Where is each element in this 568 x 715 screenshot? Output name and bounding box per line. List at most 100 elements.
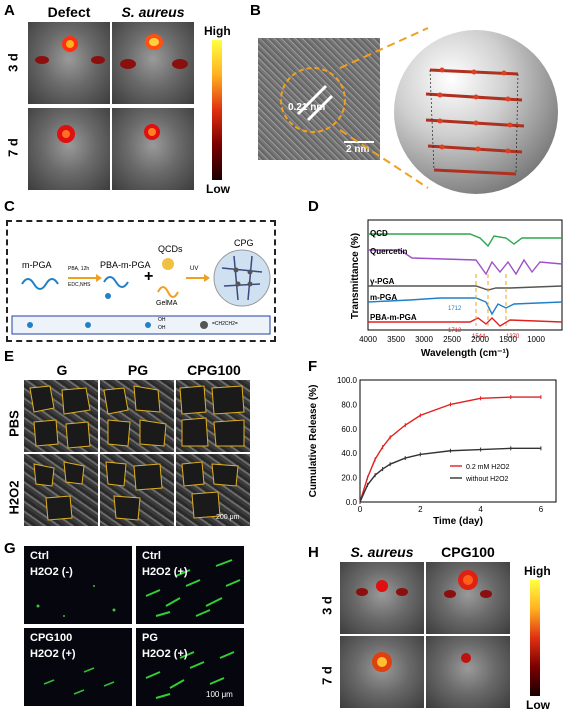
series-line-m-pga — [367, 297, 563, 316]
panel-d-annotation-1544: 1544 — [472, 334, 486, 340]
legend-label-pba-m-pga: PBA-m-PGA — [370, 313, 417, 322]
legend-label-quercetin: Quercetin — [370, 247, 407, 256]
panel-c-reaction2: EDC,NHS — [68, 282, 91, 288]
panel-label-c: C — [4, 198, 15, 215]
panel-g-tile-ctrl-minus: Ctrl H2O2 (-) — [24, 546, 132, 624]
panel-a-colorbar — [212, 40, 222, 180]
panel-d-annotation-1712-a: 1712 — [448, 306, 462, 312]
panel-c-legend-oh1: OH — [158, 317, 166, 323]
panel-g-tile2-line2: H2O2 (+) — [142, 566, 188, 578]
panel-b-hrtem-image: 0.21 nm 2 nm — [258, 38, 380, 160]
panel-d-xtick-2000: 2000 — [471, 335, 489, 344]
panel-f-xtick: 6 — [539, 505, 544, 514]
panel-e-sem-cpg-pbs — [176, 380, 250, 452]
panel-h-image-cpg-3d — [426, 562, 510, 634]
panel-h-colorbar — [530, 580, 540, 696]
panel-c-uv: UV — [190, 266, 199, 272]
panel-f-ytick: 20.0 — [341, 474, 357, 483]
panel-c-pba-m-pga: PBA-m-PGA — [100, 260, 151, 270]
panel-a-row-3d: 3 d — [5, 53, 21, 72]
panel-a-image-defect-7d — [28, 108, 110, 190]
panel-b-scale-bar — [344, 141, 374, 143]
panel-d-xtick-1000: 1000 — [527, 335, 545, 344]
panel-h-colorbar-low: Low — [526, 698, 550, 712]
legend-label-h2o2: 0.2 mM H2O2 — [466, 464, 510, 471]
panel-f-ytick: 100.0 — [337, 376, 358, 385]
panel-e-sem-g-pbs — [24, 380, 98, 452]
panel-h-colorbar-high: High — [524, 564, 551, 578]
panel-c-reaction1: PBA, 12h — [68, 266, 90, 272]
panel-d-annotation-1370: 1370 — [506, 334, 520, 340]
panel-e-row-h2o2: H2O2 — [6, 480, 22, 515]
panel-f-xlabel: Time (day) — [433, 516, 483, 527]
panel-b-zoom-lines — [339, 27, 429, 189]
panel-f-ylabel: Cumulative Release (%) — [308, 385, 319, 498]
panel-f-ytick: 80.0 — [341, 400, 357, 409]
series-line-qcd — [368, 233, 562, 248]
panel-c-scheme-box: m-PGA PBA, 12h EDC,NHS PBA-m-PGA + QCDs … — [6, 220, 276, 342]
panel-a-image-defect-3d — [28, 22, 110, 104]
legend-label-m-pga: m-PGA — [370, 293, 397, 302]
panel-label-h: H — [308, 544, 319, 561]
panel-h-header-cpg100: CPG100 — [441, 544, 495, 560]
panel-e-header-pg: PG — [127, 362, 149, 378]
panel-d-xlabel: Wavelength (cm⁻¹) — [421, 348, 509, 359]
series-line-gamma-pga — [368, 285, 563, 291]
panel-c-legend-chain: =CH2CH2= — [212, 321, 238, 327]
panel-g-tile-pg-plus: PG H2O2 (+) 100 μm — [136, 628, 244, 706]
panel-label-d: D — [308, 198, 319, 215]
legend-label-without: without H2O2 — [465, 476, 509, 483]
panel-label-e: E — [4, 348, 15, 365]
panel-c-gelma: GelMA — [156, 300, 178, 307]
panel-d-ylabel: Transmittance (%) — [350, 233, 361, 319]
panel-label-a: A — [4, 2, 15, 19]
panel-e-scale-label: 200 μm — [216, 514, 240, 521]
panel-label-g: G — [4, 540, 16, 557]
panel-c-cpg: CPG — [234, 238, 254, 248]
panel-e-header-cpg100: CPG100 — [187, 362, 241, 378]
panel-a-colorbar-high: High — [204, 24, 231, 38]
panel-e-row-pbs: PBS — [6, 410, 22, 437]
panel-a-image-saureus-7d — [112, 108, 194, 190]
panel-c-m-pga: m-PGA — [22, 260, 52, 270]
panel-h-image-saureus-3d — [340, 562, 424, 634]
panel-a-header-saureus: S. aureus — [121, 4, 185, 20]
panel-f-ytick: 0.0 — [346, 498, 358, 507]
panel-d-xtick-4000: 4000 — [359, 335, 377, 344]
panel-f-release-chart: 0.0 20.0 40.0 60.0 80.0 100.0 0 2 4 6 0.2 mM H2O… — [308, 376, 557, 527]
panel-label-b: B — [250, 2, 261, 19]
panel-g-tile4-line1: PG — [142, 632, 158, 644]
panel-c-plus: + — [144, 268, 154, 285]
panel-h-row-3d: 3 d — [319, 596, 335, 615]
panel-e-sem-pg-pbs — [100, 380, 174, 452]
panel-f-xtick: 2 — [418, 505, 423, 514]
panel-g-tile-ctrl-plus: Ctrl H2O2 (+) — [136, 546, 244, 624]
panel-g-scale-label: 100 μm — [206, 690, 233, 699]
panel-f-plot-frame — [359, 379, 557, 503]
panel-d-xtick-3500: 3500 — [387, 335, 405, 344]
panel-f-ytick: 60.0 — [341, 425, 357, 434]
series-line-1 — [359, 447, 541, 503]
panel-f-xtick: 0 — [358, 505, 363, 514]
legend-label-qcd: QCD — [370, 229, 388, 238]
panel-d-xtick-1500: 1500 — [499, 335, 517, 344]
panel-a-colorbar-low: Low — [206, 182, 230, 196]
panel-e-sem-g-h2o2 — [24, 454, 98, 526]
panel-a-image-saureus-3d — [112, 22, 194, 104]
panel-e-sem-pg-h2o2 — [100, 454, 174, 526]
panel-label-f: F — [308, 358, 318, 375]
panel-h-image-cpg-7d — [426, 636, 510, 708]
panel-a-row-7d: 7 d — [5, 138, 21, 157]
panel-e-header-g: G — [56, 362, 68, 378]
legend-label-gamma-pga: γ-PGA — [370, 277, 395, 286]
panel-d-ftir-chart: QCD Quercetin γ-PGA m-PGA PBA-m-PGA 1712… — [350, 219, 563, 359]
panel-g-tile-cpg-plus: CPG100 H2O2 (+) — [24, 628, 132, 706]
panel-c-qcds: QCDs — [158, 244, 183, 254]
panel-h-header-saureus: S. aureus — [350, 544, 414, 560]
panel-g-tile1-line1: Ctrl — [30, 550, 49, 562]
panel-f-xtick: 4 — [478, 505, 483, 514]
panel-b-lattice-label: 0.21 nm — [288, 102, 326, 113]
panel-g-tile4-line2: H2O2 (+) — [142, 648, 188, 660]
panel-g-tile1-line2: H2O2 (-) — [30, 566, 73, 578]
panel-c-legend-oh2: OH — [158, 325, 166, 331]
